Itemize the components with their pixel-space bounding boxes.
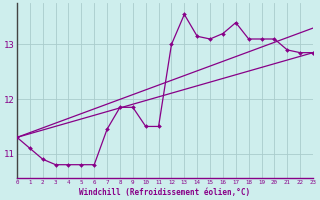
X-axis label: Windchill (Refroidissement éolien,°C): Windchill (Refroidissement éolien,°C)	[79, 188, 251, 197]
